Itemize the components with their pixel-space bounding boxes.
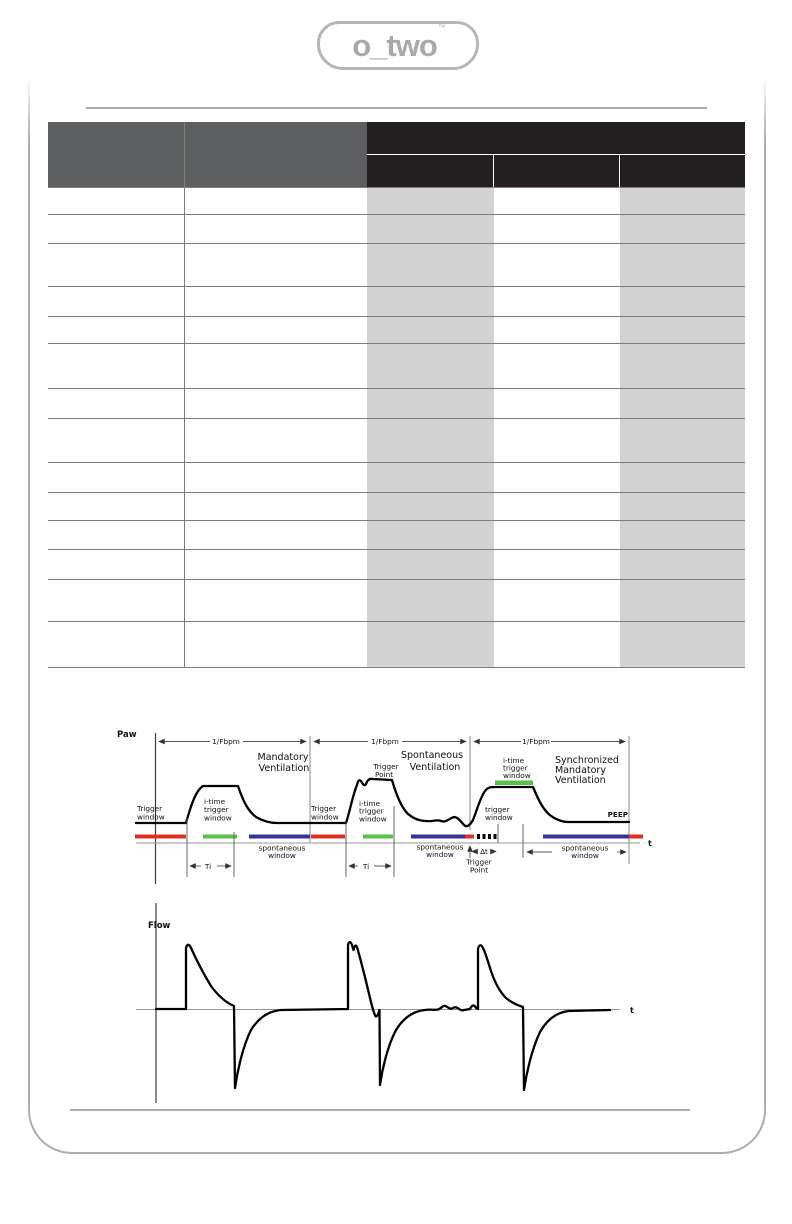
table-cell-c2: [184, 622, 367, 667]
trademark-symbol: ™: [437, 23, 446, 32]
table-cell-c3: [367, 215, 494, 243]
table-cell-c1: [48, 419, 184, 462]
table-header-group-cell: [367, 122, 745, 154]
table-cell-c3: [367, 287, 494, 316]
table-cell-c1: [48, 622, 184, 667]
table-cell-c3: [367, 521, 494, 549]
table-cell-c3: [367, 317, 494, 343]
table-cell-c4: [494, 344, 620, 388]
table-cell-c2: [184, 215, 367, 243]
table-row: [48, 389, 745, 419]
table-row: [48, 580, 745, 622]
table-cell-c3: [367, 419, 494, 462]
top-rule: [86, 107, 707, 109]
table-cell-c5: [620, 493, 745, 520]
table-column-divider: [184, 122, 185, 668]
table-cell-c5: [620, 521, 745, 549]
table-cell-c2: [184, 580, 367, 621]
table-cell-c4: [494, 463, 620, 492]
otwo-logo: o_two™: [317, 21, 479, 70]
table-cell-c4: [494, 419, 620, 462]
table-cell-c2: [184, 244, 367, 286]
table-cell-c1: [48, 580, 184, 621]
table-cell-c4: [494, 493, 620, 520]
table-row: [48, 493, 745, 521]
table-cell-c3: [367, 188, 494, 214]
table-cell-c5: [620, 419, 745, 462]
table-cell-c1: [48, 215, 184, 243]
table-cell-c5: [620, 244, 745, 286]
table-cell-c1: [48, 389, 184, 418]
table-cell-c5: [620, 622, 745, 667]
table-cell-c4: [494, 188, 620, 214]
table-cell-c4: [494, 317, 620, 343]
table-cell-c2: [184, 521, 367, 549]
table-cell-c5: [620, 188, 745, 214]
table-cell-c2: [184, 344, 367, 388]
table-cell-c4: [494, 389, 620, 418]
table-header-left-cells: [48, 122, 367, 187]
table-cell-c2: [184, 463, 367, 492]
table-cell-c5: [620, 580, 745, 621]
table-cell-c1: [48, 244, 184, 286]
table-cell-c1: [48, 344, 184, 388]
table-cell-c1: [48, 287, 184, 316]
table-row: [48, 317, 745, 344]
table-cell-c3: [367, 244, 494, 286]
table-cell-c3: [367, 463, 494, 492]
table-cell-c5: [620, 287, 745, 316]
table-cell-c1: [48, 521, 184, 549]
table-cell-c5: [620, 550, 745, 579]
table-row: [48, 550, 745, 580]
table-cell-c2: [184, 317, 367, 343]
table-row: [48, 344, 745, 389]
table-cell-c5: [620, 215, 745, 243]
table-cell-c5: [620, 317, 745, 343]
table-cell-c4: [494, 244, 620, 286]
table-header-subcell-1: [367, 155, 493, 187]
table-cell-c4: [494, 580, 620, 621]
table-cell-c5: [620, 389, 745, 418]
table-cell-c1: [48, 463, 184, 492]
table-cell-c1: [48, 493, 184, 520]
table-cell-c1: [48, 317, 184, 343]
table-header-subcell-3: [620, 155, 745, 187]
table-row: [48, 419, 745, 463]
table-cell-c3: [367, 622, 494, 667]
table-row: [48, 521, 745, 550]
table-cell-c3: [367, 550, 494, 579]
table-row: [48, 463, 745, 493]
table-cell-c2: [184, 550, 367, 579]
table-cell-c1: [48, 550, 184, 579]
table-row: [48, 622, 745, 668]
table-cell-c3: [367, 580, 494, 621]
table-cell-c4: [494, 215, 620, 243]
table-cell-c4: [494, 287, 620, 316]
table-cell-c1: [48, 188, 184, 214]
table-cell-c2: [184, 493, 367, 520]
table-row: [48, 244, 745, 287]
table-header-subcell-2: [494, 155, 619, 187]
table-cell-c2: [184, 188, 367, 214]
table-cell-c4: [494, 550, 620, 579]
table-row: [48, 215, 745, 244]
table-row: [48, 287, 745, 317]
table-cell-c4: [494, 521, 620, 549]
table-cell-c3: [367, 389, 494, 418]
table-cell-c2: [184, 287, 367, 316]
table-row: [48, 188, 745, 215]
table-cell-c3: [367, 493, 494, 520]
table-body: [48, 187, 745, 668]
otwo-logo-text: o_two™: [352, 23, 446, 63]
table-cell-c5: [620, 344, 745, 388]
table-cell-c3: [367, 344, 494, 388]
table-cell-c2: [184, 419, 367, 462]
table-cell-c5: [620, 463, 745, 492]
table-cell-c4: [494, 622, 620, 667]
bottom-rule: [70, 1109, 690, 1111]
table-cell-c2: [184, 389, 367, 418]
